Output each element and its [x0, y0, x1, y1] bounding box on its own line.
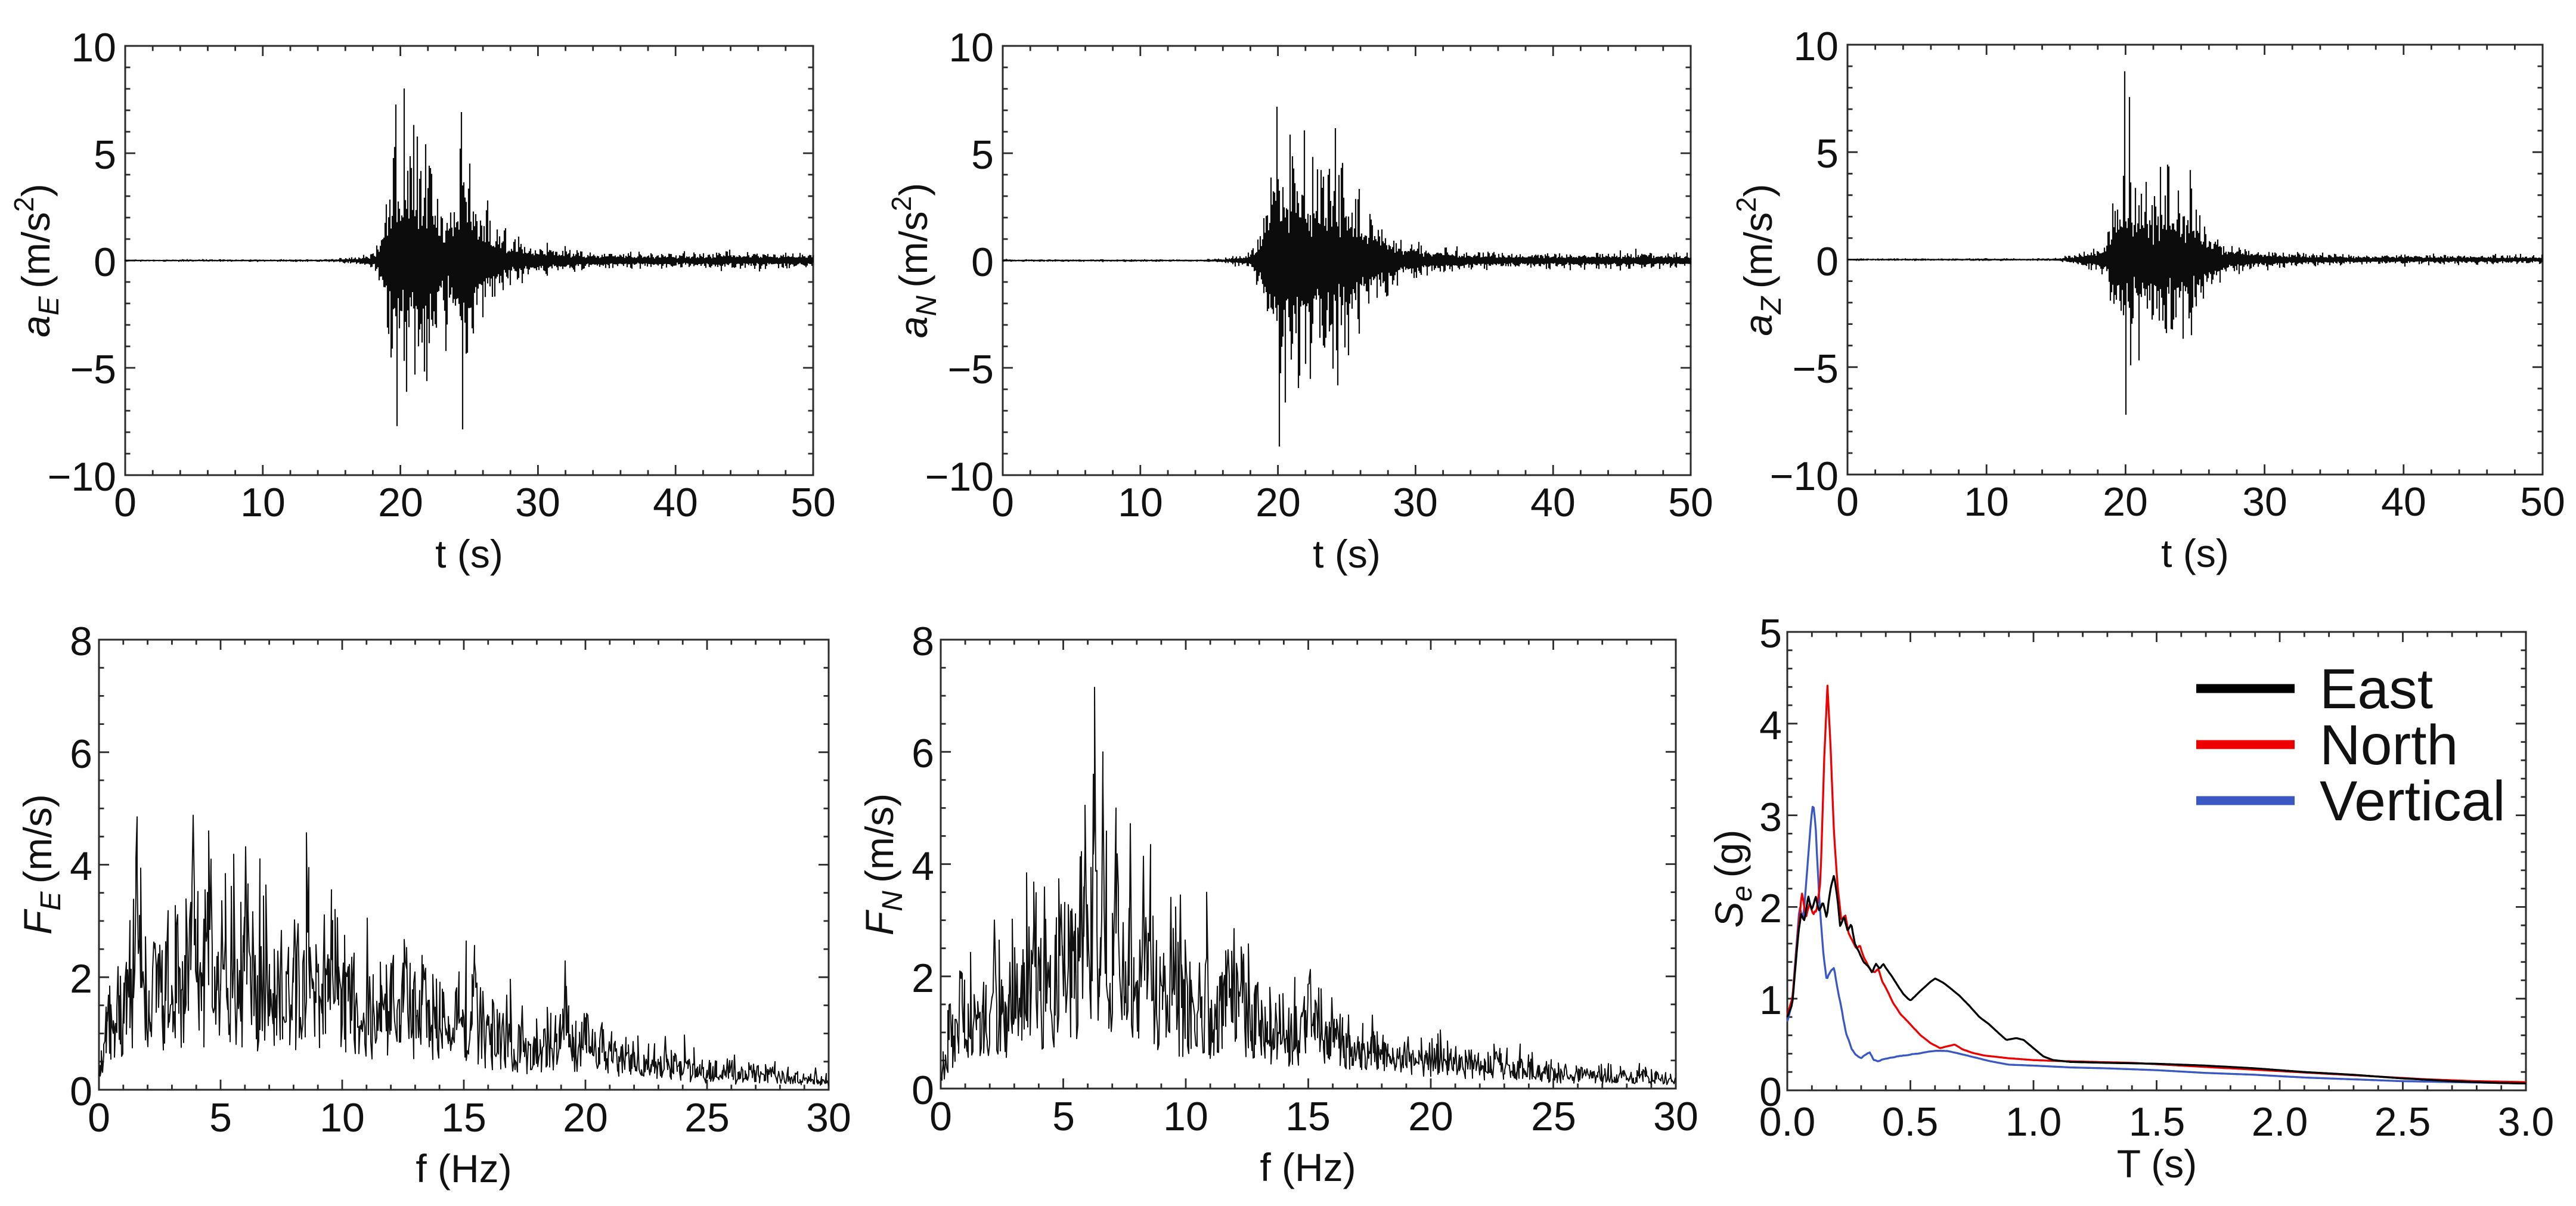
svg-text:50: 50: [791, 480, 836, 525]
svg-text:North: North: [2320, 714, 2458, 777]
svg-text:50: 50: [2520, 479, 2565, 525]
svg-text:30: 30: [1653, 1094, 1698, 1139]
svg-text:10: 10: [1118, 480, 1163, 525]
svg-text:0: 0: [1816, 239, 1839, 284]
svg-text:0: 0: [94, 240, 116, 285]
svg-text:−5: −5: [1792, 346, 1839, 392]
svg-text:10: 10: [320, 1095, 365, 1140]
svg-text:30: 30: [806, 1095, 851, 1140]
svg-text:0: 0: [912, 1068, 934, 1113]
svg-text:10: 10: [240, 480, 286, 525]
svg-text:40: 40: [653, 480, 698, 525]
svg-text:30: 30: [515, 480, 560, 525]
svg-text:30: 30: [1393, 480, 1438, 525]
svg-text:2.0: 2.0: [2252, 1099, 2308, 1145]
svg-text:0.0: 0.0: [1759, 1099, 1816, 1145]
svg-text:5: 5: [94, 132, 116, 178]
svg-text:5: 5: [1052, 1094, 1075, 1139]
svg-text:6: 6: [70, 731, 92, 777]
svg-text:5: 5: [209, 1095, 232, 1140]
svg-text:0.5: 0.5: [1882, 1099, 1939, 1145]
svg-text:4: 4: [1759, 703, 1782, 748]
svg-text:f (Hz): f (Hz): [1260, 1145, 1356, 1189]
svg-text:8: 8: [70, 619, 92, 664]
svg-text:aZ (m/s2): aZ (m/s2): [1731, 184, 1787, 336]
svg-text:−10: −10: [48, 454, 116, 500]
svg-text:30: 30: [2242, 479, 2287, 525]
svg-text:0: 0: [1836, 479, 1859, 525]
svg-text:10: 10: [948, 25, 994, 70]
svg-text:10: 10: [1964, 479, 2009, 525]
svg-text:0: 0: [971, 240, 994, 285]
svg-text:20: 20: [563, 1095, 608, 1140]
svg-text:25: 25: [1531, 1094, 1576, 1139]
svg-text:20: 20: [1408, 1094, 1453, 1139]
svg-text:3: 3: [1759, 795, 1782, 840]
svg-text:−10: −10: [1770, 454, 1839, 499]
svg-text:2: 2: [912, 956, 934, 1001]
svg-text:f (Hz): f (Hz): [416, 1146, 512, 1191]
svg-text:t (s): t (s): [1313, 532, 1381, 576]
svg-text:T (s): T (s): [2117, 1142, 2197, 1186]
svg-text:1.5: 1.5: [2129, 1099, 2186, 1145]
svg-text:15: 15: [1285, 1094, 1331, 1139]
svg-text:2: 2: [70, 956, 92, 1002]
svg-text:40: 40: [1530, 480, 1576, 525]
svg-text:10: 10: [1163, 1094, 1208, 1139]
svg-text:0: 0: [70, 1069, 92, 1114]
svg-text:1: 1: [1759, 978, 1782, 1023]
svg-text:5: 5: [971, 132, 994, 178]
svg-text:0: 0: [929, 1094, 952, 1139]
svg-text:0: 0: [1759, 1069, 1782, 1115]
svg-text:10: 10: [71, 25, 116, 70]
svg-text:20: 20: [2103, 479, 2148, 525]
svg-text:0: 0: [991, 480, 1014, 525]
svg-text:t (s): t (s): [435, 532, 503, 576]
svg-text:5: 5: [1759, 611, 1782, 656]
svg-text:2.5: 2.5: [2374, 1099, 2431, 1145]
svg-text:3.0: 3.0: [2498, 1099, 2555, 1145]
svg-text:0: 0: [88, 1095, 110, 1140]
svg-text:25: 25: [684, 1095, 730, 1140]
svg-text:5: 5: [1816, 131, 1839, 176]
svg-text:20: 20: [1256, 480, 1301, 525]
svg-text:50: 50: [1668, 480, 1713, 525]
svg-text:Se (g): Se (g): [1707, 830, 1758, 928]
svg-text:10: 10: [1793, 24, 1839, 69]
svg-text:aE (m/s2): aE (m/s2): [8, 184, 65, 337]
svg-text:6: 6: [912, 731, 934, 776]
svg-text:4: 4: [70, 844, 92, 889]
svg-text:20: 20: [378, 480, 423, 525]
svg-text:aN (m/s2): aN (m/s2): [886, 183, 943, 338]
svg-text:−5: −5: [70, 347, 116, 392]
svg-text:t (s): t (s): [2161, 531, 2229, 575]
svg-text:15: 15: [441, 1095, 486, 1140]
svg-text:Vertical: Vertical: [2320, 770, 2506, 833]
svg-text:40: 40: [2381, 479, 2426, 525]
svg-text:FE (m/s): FE (m/s): [16, 794, 67, 935]
svg-text:8: 8: [912, 619, 934, 664]
svg-text:0: 0: [114, 480, 137, 525]
svg-text:4: 4: [912, 844, 934, 889]
svg-text:−10: −10: [925, 454, 994, 500]
svg-text:1.0: 1.0: [2005, 1099, 2062, 1145]
svg-text:East: East: [2320, 658, 2433, 721]
svg-text:−5: −5: [947, 347, 994, 392]
svg-text:FN (m/s): FN (m/s): [857, 793, 909, 936]
svg-text:2: 2: [1759, 886, 1782, 931]
